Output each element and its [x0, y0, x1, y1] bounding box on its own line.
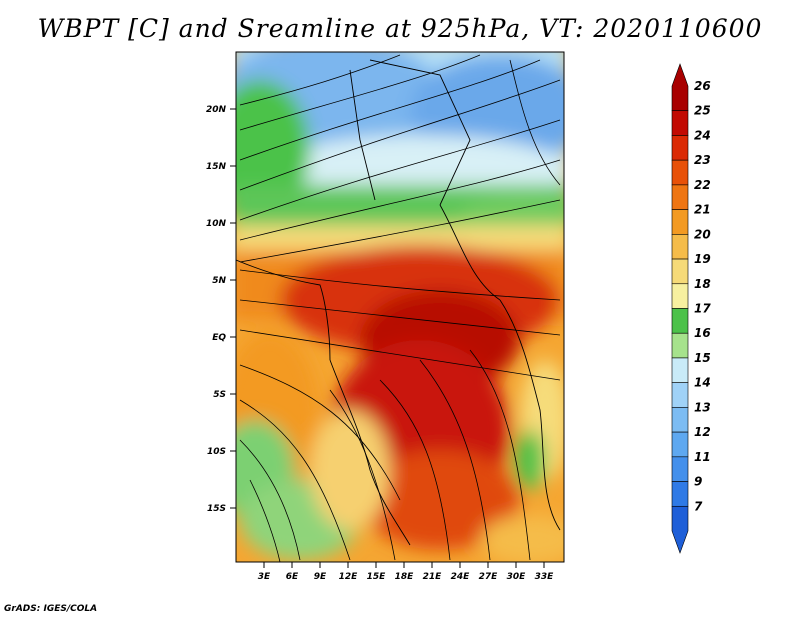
colorbar-cell [671, 407, 689, 433]
colorbar-cell [671, 209, 689, 235]
grads-credit: GrADS: IGES/COLA [4, 604, 98, 614]
colorbar-cell [671, 431, 689, 458]
lon-tick-label: 21E [423, 572, 443, 582]
colorbar-cell [671, 357, 689, 383]
lat-tick-label: EQ [212, 333, 226, 343]
lat-tick-label: 15N [206, 162, 227, 172]
lat-tick-label: 10S [207, 447, 226, 457]
colorbar-label: 16 [694, 326, 711, 340]
colorbar-cell [671, 184, 689, 210]
colorbar-cell [671, 308, 689, 334]
colorbar-label: 11 [694, 450, 711, 464]
lat-tick-label: 15S [207, 504, 226, 514]
lon-tick-label: 3E [258, 572, 271, 582]
colorbar-cell [671, 159, 689, 186]
colorbar-label: 24 [694, 128, 711, 142]
colorbar-label: 9 [694, 475, 702, 489]
plot-title: WBPT [C] and Sreamline at 925hPa, VT: 20… [37, 14, 763, 43]
colorbar-cell [671, 456, 689, 482]
lon-tick-label: 24E [451, 572, 471, 582]
lat-tick-label: 5N [212, 276, 226, 286]
colorbar-label: 7 [694, 499, 703, 513]
streamlines [239, 54, 561, 562]
colorbar-label: 12 [694, 425, 711, 439]
lon-tick-label: 6E [286, 572, 299, 582]
lon-tick-label: 30E [507, 572, 527, 582]
colorbar-cell [671, 258, 689, 285]
colorbar-label: 15 [694, 351, 711, 365]
colorbar-cell [671, 234, 689, 260]
lat-tick-label: 20N [206, 105, 227, 115]
colorbar: 26 25 24 23 22 21 20 19 18 17 16 15 14 13 12 11 9 7 [671, 63, 711, 554]
colorbar-label: 23 [694, 153, 711, 167]
colorbar-cell [671, 481, 689, 507]
colorbar-cell [671, 382, 689, 408]
colorbar-cell [671, 283, 689, 309]
colorbar-label: 13 [694, 400, 711, 414]
lon-tick-label: 9E [314, 572, 327, 582]
colorbar-label: 22 [694, 178, 711, 192]
lon-tick-label: 18E [395, 572, 415, 582]
colorbar-cell [671, 332, 689, 359]
lon-tick-label: 15E [367, 572, 387, 582]
colorbar-cell [671, 505, 689, 554]
map-frame [235, 51, 565, 563]
lat-tick-label: 5S [213, 390, 226, 400]
colorbar-label: 14 [694, 376, 711, 390]
colorbar-label: 19 [694, 252, 711, 266]
latitude-axis: 20N 15N 10N 5N EQ 5S 10S 15S [206, 105, 236, 514]
wbpt-field [236, 52, 564, 562]
colorbar-label: 20 [694, 227, 711, 241]
political-boundaries [236, 59, 561, 546]
colorbar-label: 25 [694, 104, 711, 118]
colorbar-label: 18 [694, 277, 711, 291]
colorbar-label: 17 [694, 302, 711, 316]
longitude-axis: 3E 6E 9E 12E 15E 18E 21E 24E 27E 30E 33E [258, 562, 554, 582]
lon-tick-label: 27E [479, 572, 499, 582]
colorbar-cell [671, 135, 689, 161]
lon-tick-label: 33E [535, 572, 555, 582]
lon-tick-label: 12E [339, 572, 359, 582]
colorbar-cell [671, 110, 689, 136]
lat-tick-label: 10N [206, 219, 227, 229]
colorbar-label: 21 [694, 203, 711, 217]
colorbar-cell [671, 63, 689, 112]
colorbar-label: 26 [694, 79, 711, 93]
